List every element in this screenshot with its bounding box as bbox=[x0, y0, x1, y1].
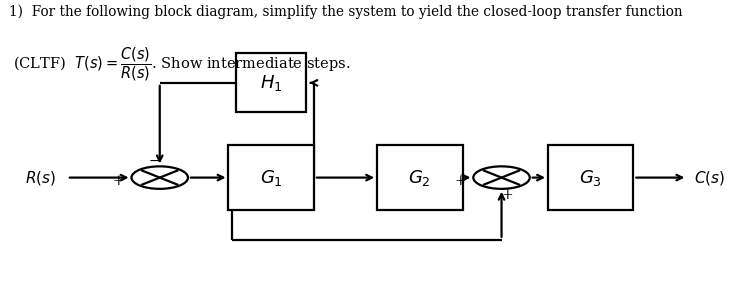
Text: +: + bbox=[502, 188, 513, 202]
Text: $C(s)$: $C(s)$ bbox=[694, 169, 725, 186]
Circle shape bbox=[473, 166, 530, 189]
Text: −: − bbox=[149, 153, 160, 168]
Text: $R(s)$: $R(s)$ bbox=[25, 169, 56, 186]
Text: $G_3$: $G_3$ bbox=[580, 168, 602, 188]
Text: +: + bbox=[112, 174, 124, 188]
Bar bbox=[548, 145, 633, 210]
Bar bbox=[377, 145, 462, 210]
Text: 1)  For the following block diagram, simplify the system to yield the closed-loo: 1) For the following block diagram, simp… bbox=[9, 4, 683, 19]
Text: $G_2$: $G_2$ bbox=[409, 168, 431, 188]
Text: $H_1$: $H_1$ bbox=[260, 73, 282, 93]
Text: +: + bbox=[454, 174, 466, 188]
Bar bbox=[229, 145, 314, 210]
Text: $G_1$: $G_1$ bbox=[260, 168, 282, 188]
Bar bbox=[236, 53, 306, 112]
Text: (CLTF)  $T(s)=\dfrac{C(s)}{R(s)}$. Show intermediate steps.: (CLTF) $T(s)=\dfrac{C(s)}{R(s)}$. Show i… bbox=[13, 46, 351, 83]
Circle shape bbox=[132, 166, 188, 189]
